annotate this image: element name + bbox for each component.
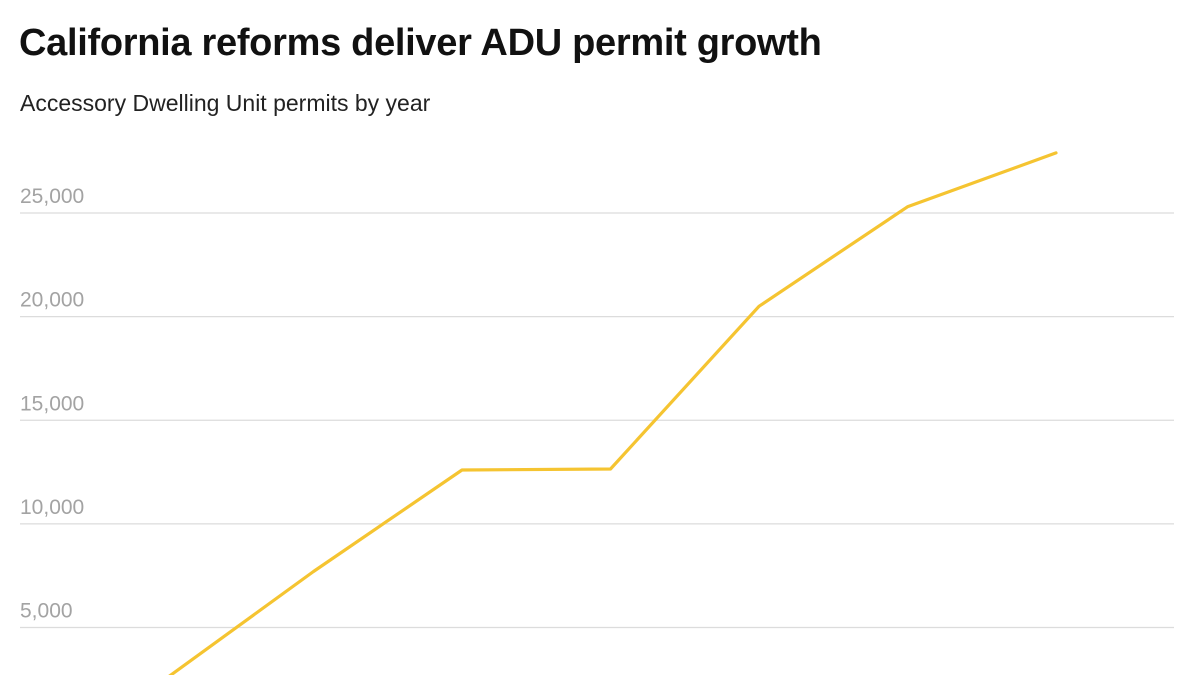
y-tick-label: 5,000 (20, 600, 73, 623)
chart-subtitle: Accessory Dwelling Unit permits by year (20, 90, 431, 116)
chart-title: California reforms deliver ADU permit gr… (19, 22, 822, 64)
series-lines (168, 151, 1058, 675)
y-tick-label: 15,000 (20, 392, 84, 415)
y-tick-label: 20,000 (20, 289, 84, 312)
y-axis-tick-labels: 5,000 10,000 15,000 20,000 25,000 (20, 185, 84, 623)
y-tick-label: 10,000 (20, 496, 84, 519)
grid-lines (20, 212, 1174, 629)
y-tick-label: 25,000 (20, 185, 84, 208)
series-line (168, 151, 1058, 675)
